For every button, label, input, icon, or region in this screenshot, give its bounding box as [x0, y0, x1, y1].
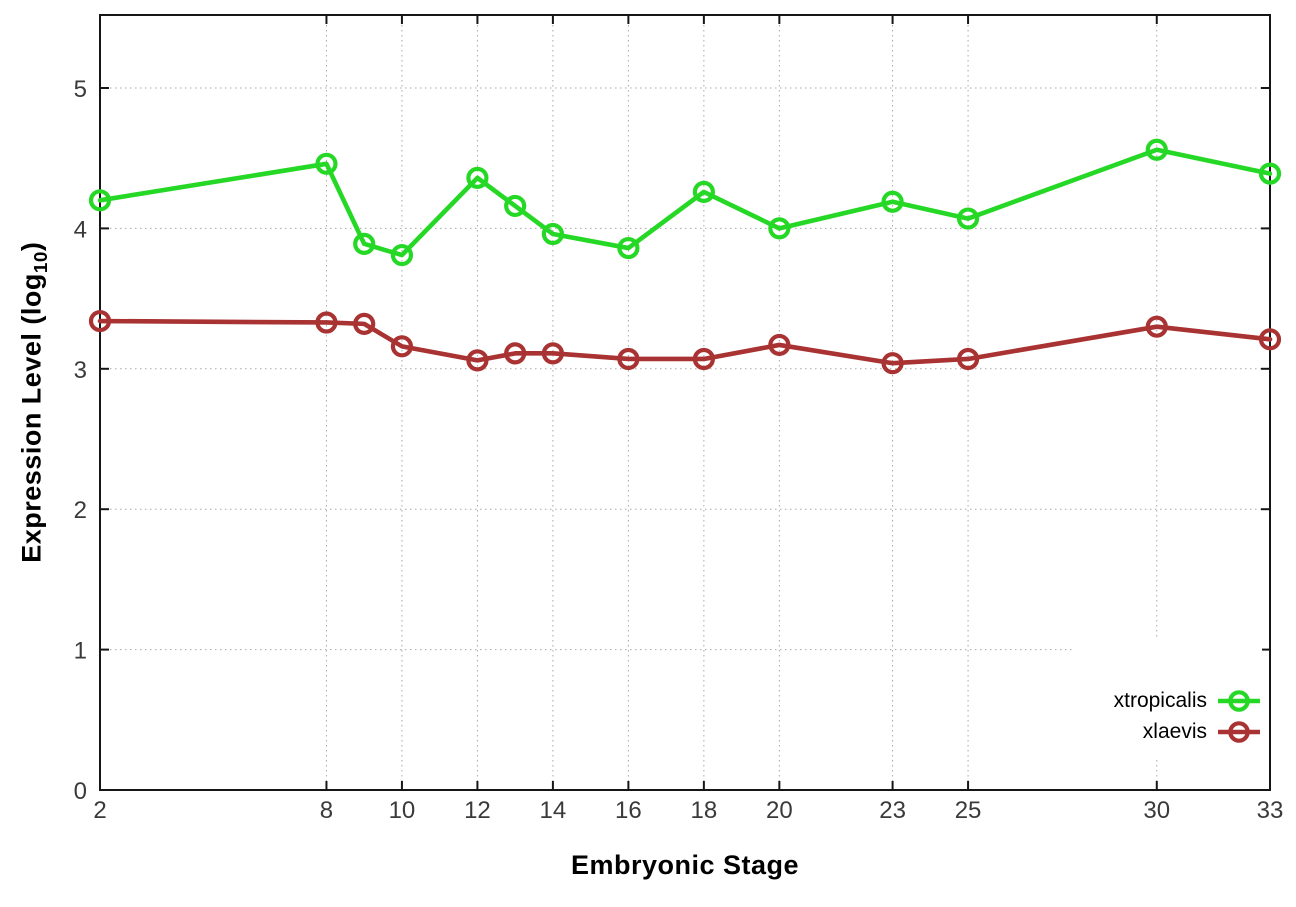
x-tick-label: 16: [615, 797, 642, 824]
data-point-xtropicalis-14: [541, 222, 565, 246]
x-tick-label: 25: [955, 797, 982, 824]
legend-item-xtropicalis: xtropicalis: [1114, 688, 1260, 714]
x-tick-label: 33: [1257, 797, 1284, 824]
y-tick-label: 2: [74, 497, 87, 524]
data-point-xlaevis-23: [881, 352, 904, 375]
data-point-xlaevis-30: [1145, 315, 1168, 338]
data-point-xlaevis-9: [353, 312, 376, 335]
y-axis-title-text: Expression Level (log10): [16, 241, 53, 564]
data-point-xlaevis-14: [541, 342, 565, 365]
data-point-xlaevis-13: [504, 342, 527, 365]
data-point-xlaevis-8: [315, 311, 338, 334]
data-point-xtropicalis-8: [315, 152, 338, 175]
data-point-xlaevis-20: [768, 333, 791, 357]
x-tick-label: 23: [879, 797, 906, 824]
x-tick-label: 20: [766, 797, 793, 824]
data-point-xtropicalis-9: [353, 232, 376, 255]
x-tick-label: 12: [464, 797, 491, 824]
x-tick-label: 10: [389, 797, 416, 824]
data-point-xlaevis-12: [466, 349, 489, 372]
x-tick-label: 8: [320, 797, 333, 824]
series-marker-icon: [1218, 690, 1260, 712]
data-point-xlaevis-33: [1258, 328, 1282, 351]
x-tick-label: 18: [691, 797, 718, 824]
series-marker-icon: [1218, 721, 1260, 743]
data-point-xlaevis-10: [390, 335, 414, 358]
y-tick-label: 3: [74, 357, 87, 384]
legend-label: xtropicalis: [1113, 689, 1207, 712]
data-point-xtropicalis-10: [390, 243, 414, 267]
data-point-xtropicalis-2: [88, 189, 112, 212]
x-tick-label: 30: [1143, 797, 1170, 824]
data-point-xtropicalis-18: [692, 180, 715, 203]
y-tick-label: 0: [74, 778, 87, 805]
data-point-xlaevis-2: [88, 309, 112, 333]
y-tick-label: 5: [74, 76, 87, 103]
legend-label: xlaevis: [1142, 720, 1207, 743]
y-tick-label: 1: [74, 638, 87, 665]
x-tick-label: 2: [93, 797, 106, 824]
data-point-xtropicalis-23: [881, 190, 904, 213]
data-point-xtropicalis-20: [768, 217, 791, 240]
data-point-xlaevis-16: [617, 347, 640, 371]
plot-border: [99, 14, 1271, 791]
data-point-xtropicalis-30: [1145, 138, 1168, 161]
data-point-xtropicalis-13: [504, 194, 527, 218]
data-point-xtropicalis-33: [1258, 162, 1282, 185]
series-line-xlaevis: [97, 318, 1273, 366]
data-point-xlaevis-18: [692, 347, 715, 371]
x-tick-label: 14: [540, 797, 567, 824]
legend-item-xlaevis: xlaevis: [1143, 719, 1260, 745]
y-tick-label: 4: [74, 216, 87, 243]
data-point-xtropicalis-12: [466, 166, 489, 189]
data-point-xtropicalis-16: [617, 236, 640, 260]
series-line-xtropicalis: [97, 147, 1273, 258]
y-axis-title: Expression Level (log10): [6, 15, 64, 790]
data-point-xtropicalis-25: [956, 207, 980, 230]
x-axis-title: Embryonic Stage: [570, 850, 800, 880]
data-point-xlaevis-25: [956, 347, 980, 371]
